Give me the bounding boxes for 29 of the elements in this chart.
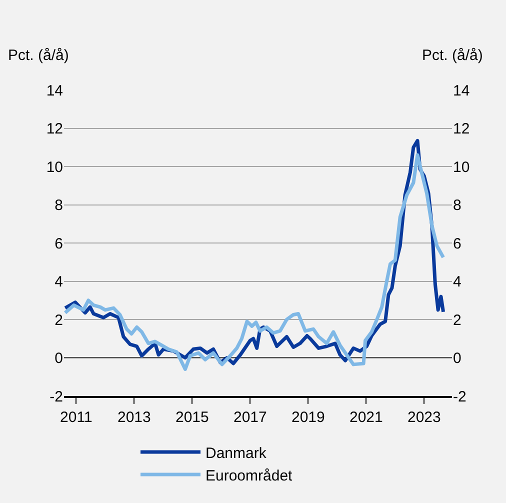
y-axis-title: Pct. (å/å) [8,47,69,64]
y2-tick-label: 6 [453,235,462,252]
y-tick-label: 14 [46,82,63,100]
y2-tick-label: 12 [453,120,470,138]
y2-tick-label: 14 [453,82,470,100]
y2-axis-title: Pct. (å/å) [422,47,483,64]
y-tick-label: 10 [46,158,63,176]
x-tick-label: 2015 [175,408,209,426]
y2-tick-label: 10 [453,158,470,176]
y2-tick-label: 4 [453,274,462,290]
x-tick-label: 2021 [349,408,383,426]
y-tick-label: 12 [46,120,63,138]
y-tick-label: 4 [54,274,63,290]
legend-label: Danmark [206,444,267,462]
y2-tick-label: 0 [453,350,462,367]
x-tick-label: 2023 [407,408,441,426]
x-tick-label: 2011 [60,408,92,426]
y-tick-label: 6 [54,235,63,252]
x-tick-label: 2013 [117,408,151,426]
x-tick-label: 2019 [291,408,325,426]
y2-tick-label: -2 [453,388,466,406]
y2-tick-label: 2 [453,312,462,329]
y-tick-label: 0 [54,350,63,367]
y2-tick-label: 8 [453,197,462,214]
x-tick-label: 2017 [233,408,267,426]
y-tick-label: 2 [54,312,63,329]
y-tick-label: 8 [54,197,63,214]
y-tick-label: -2 [50,388,63,406]
legend-label: Euroområdet [206,467,294,484]
